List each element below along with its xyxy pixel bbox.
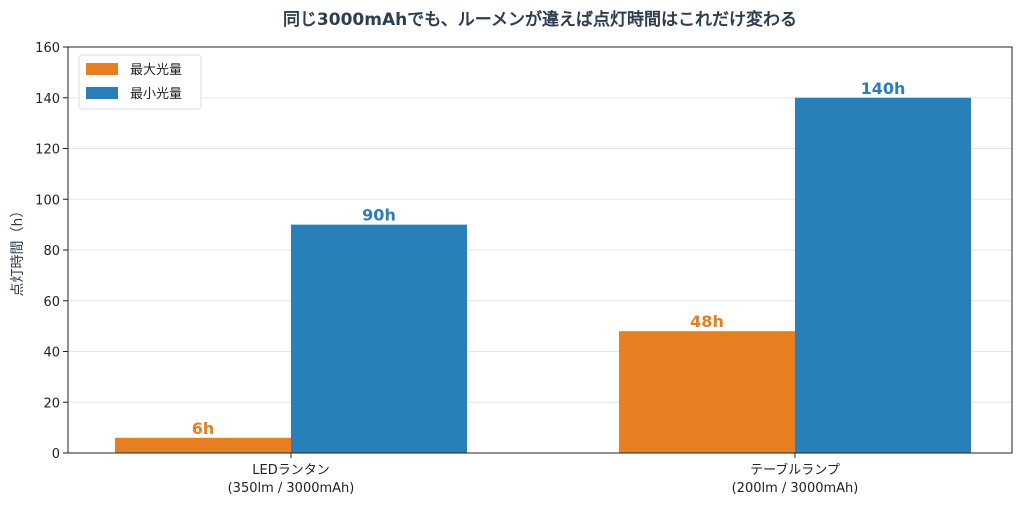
x-tick-label: LEDランタン: [252, 463, 329, 478]
y-tick-label: 140: [35, 92, 60, 107]
data-label: 6h: [192, 419, 215, 438]
legend-swatch: [86, 63, 118, 75]
bar: [115, 437, 291, 453]
y-axis-label: 点灯時間（h）: [10, 204, 26, 297]
y-tick-label: 60: [43, 295, 60, 310]
data-label: 140h: [861, 79, 906, 98]
data-label: 48h: [690, 312, 724, 331]
legend-swatch: [86, 87, 118, 99]
y-tick-label: 120: [35, 143, 60, 158]
legend-label: 最小光量: [130, 87, 182, 102]
y-tick-label: 40: [43, 346, 60, 361]
bar: [291, 224, 467, 453]
y-tick-label: 100: [35, 193, 60, 208]
y-tick-label: 20: [43, 396, 60, 411]
bar: [619, 331, 795, 453]
chart-title: 同じ3000mAhでも、ルーメンが違えば点灯時間はこれだけ変わる: [283, 9, 797, 30]
x-tick-label: テーブルランプ: [750, 462, 840, 478]
y-tick-label: 0: [52, 447, 60, 462]
data-label: 90h: [362, 206, 396, 225]
x-tick-label: (350lm / 3000mAh): [228, 481, 355, 496]
x-tick-label: (200lm / 3000mAh): [732, 481, 859, 496]
y-tick-label: 80: [43, 244, 60, 259]
y-tick-label: 160: [35, 41, 60, 56]
legend-label: 最大光量: [130, 63, 182, 78]
bar: [795, 97, 971, 453]
